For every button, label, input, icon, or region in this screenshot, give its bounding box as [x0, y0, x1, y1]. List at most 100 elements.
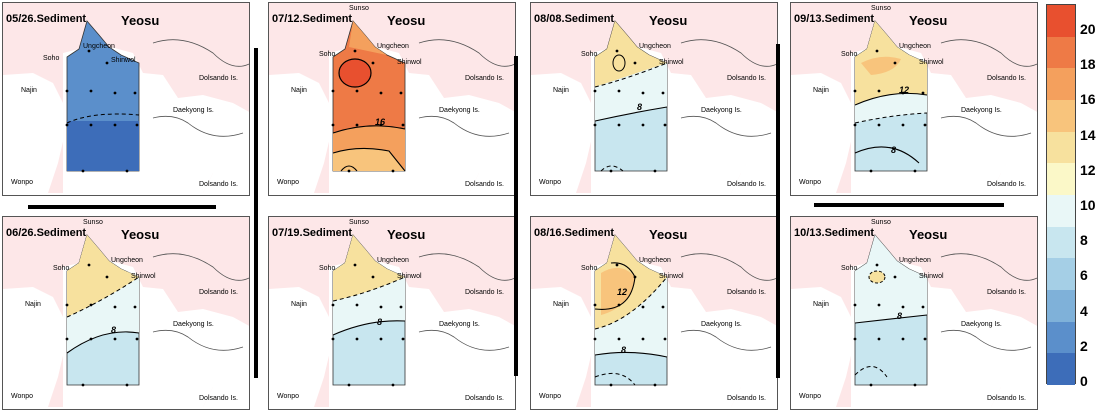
place-dolsando: Dolsando Is. [987, 75, 1026, 82]
contour-line [594, 351, 668, 358]
coastline [680, 253, 777, 281]
place-najin: Najin [21, 87, 37, 94]
place-soho: Soho [319, 265, 336, 272]
city-label: Yeosu [387, 227, 426, 242]
contour-label: 12 [617, 287, 628, 297]
coastline [940, 115, 1032, 137]
map-panel-0526: 05/26.Sediment Yeosu Ungcheon Soho Shinw… [2, 2, 250, 196]
colorbar-tick-label: 20 [1080, 21, 1096, 37]
contour-line [854, 314, 928, 324]
place-dolsando-south: Dolsando Is. [199, 395, 238, 402]
separator-vertical-3 [776, 44, 780, 378]
colorbar-tick-label: 0 [1080, 373, 1088, 389]
map-panel-1013: 10/13.Sediment Yeosu Sunso Ungcheon Soho… [790, 216, 1038, 410]
coastline [680, 115, 772, 137]
coastline [680, 329, 772, 351]
place-shinwol: Shinwol [397, 59, 422, 66]
coastline [418, 329, 510, 351]
place-wonpo: Wonpo [11, 179, 34, 186]
city-label: Yeosu [649, 13, 688, 28]
place-shinwol: Shinwol [659, 59, 684, 66]
place-soho: Soho [581, 51, 598, 58]
contour-label: 8 [897, 311, 903, 321]
contour-line [594, 372, 636, 386]
colorbar-segment [1047, 131, 1075, 164]
contour-label: 8 [637, 102, 643, 112]
city-label: Yeosu [121, 13, 160, 28]
place-daekyong: Daekyong Is. [439, 107, 480, 114]
map-1013 [791, 217, 1037, 409]
sea-area [269, 287, 515, 409]
place-daekyong: Daekyong Is. [173, 321, 214, 328]
place-dolsando: Dolsando Is. [987, 289, 1026, 296]
coastline [152, 115, 244, 137]
contour-line [854, 366, 888, 378]
colorbar-segment [1047, 5, 1075, 37]
map-0719 [269, 217, 515, 409]
sediment-field-low [67, 121, 139, 171]
coastline [940, 253, 1037, 281]
map-panel-0626: 06/26.Sediment Yeosu Sunso Ungcheon Soho… [2, 216, 250, 410]
place-dolsando-south: Dolsando Is. [727, 395, 766, 402]
station-dots [331, 263, 405, 387]
place-ungcheon: Ungcheon [377, 43, 409, 50]
place-wonpo: Wonpo [799, 393, 822, 400]
place-dolsando: Dolsando Is. [465, 289, 504, 296]
sediment-field-mid [855, 235, 927, 323]
coastline [152, 39, 249, 67]
place-dolsando-south: Dolsando Is. [465, 181, 504, 188]
place-najin: Najin [291, 87, 307, 94]
place-dolsando-south: Dolsando Is. [465, 395, 504, 402]
place-sunso: Sunso [871, 5, 891, 12]
contour-line [594, 276, 668, 330]
sea-area [269, 73, 515, 195]
sediment-field-top [601, 267, 635, 315]
panel-title: 06/26.Sediment [6, 227, 87, 239]
coastline [940, 329, 1032, 351]
colorbar-segment [1047, 226, 1075, 259]
place-dolsando: Dolsando Is. [465, 75, 504, 82]
contour-high [612, 54, 626, 72]
place-shinwol: Shinwol [397, 273, 422, 280]
colorbar-segment [1047, 289, 1075, 322]
place-sunso: Sunso [83, 219, 103, 226]
place-sunso: Sunso [349, 219, 369, 226]
contour-line [854, 112, 928, 124]
station-dots [65, 263, 139, 387]
place-dolsando: Dolsando Is. [727, 289, 766, 296]
place-wonpo: Wonpo [799, 179, 822, 186]
colorbar [1046, 4, 1076, 385]
station-dots [853, 49, 927, 173]
contour-high [868, 270, 886, 284]
sea-area [791, 287, 1037, 409]
sea-area [3, 73, 249, 195]
contour-label: 8 [111, 325, 117, 335]
map-panel-0808: 08/08.Sediment Yeosu Ungcheon Soho Shinw… [530, 2, 778, 196]
contour-line [854, 92, 928, 106]
contour-line [600, 165, 624, 172]
contour-line [854, 146, 920, 164]
colorbar-tick-label: 18 [1080, 56, 1096, 73]
place-sunso: Sunso [349, 5, 369, 12]
sea-area [531, 287, 777, 409]
sediment-field-top [595, 21, 667, 87]
place-wonpo: Wonpo [539, 393, 562, 400]
place-daekyong: Daekyong Is. [701, 321, 742, 328]
separator-horizontal-left [28, 205, 216, 209]
place-wonpo: Wonpo [11, 393, 34, 400]
contour-high [338, 58, 372, 88]
sea-area [791, 73, 1037, 195]
sediment-field-mid [595, 63, 667, 121]
sediment-field-low [333, 148, 405, 171]
map-panel-0719: 07/19.Sediment Yeosu Sunso Ungcheon Soho… [268, 216, 516, 410]
place-ungcheon: Ungcheon [111, 257, 143, 264]
place-ungcheon: Ungcheon [899, 257, 931, 264]
city-label: Yeosu [649, 227, 688, 242]
place-shinwol: Shinwol [919, 273, 944, 280]
place-najin: Najin [813, 87, 829, 94]
place-soho: Soho [43, 55, 60, 62]
contour-line [66, 113, 140, 124]
contour-line [332, 147, 406, 172]
colorbar-segment [1047, 194, 1075, 227]
place-soho: Soho [581, 265, 598, 272]
